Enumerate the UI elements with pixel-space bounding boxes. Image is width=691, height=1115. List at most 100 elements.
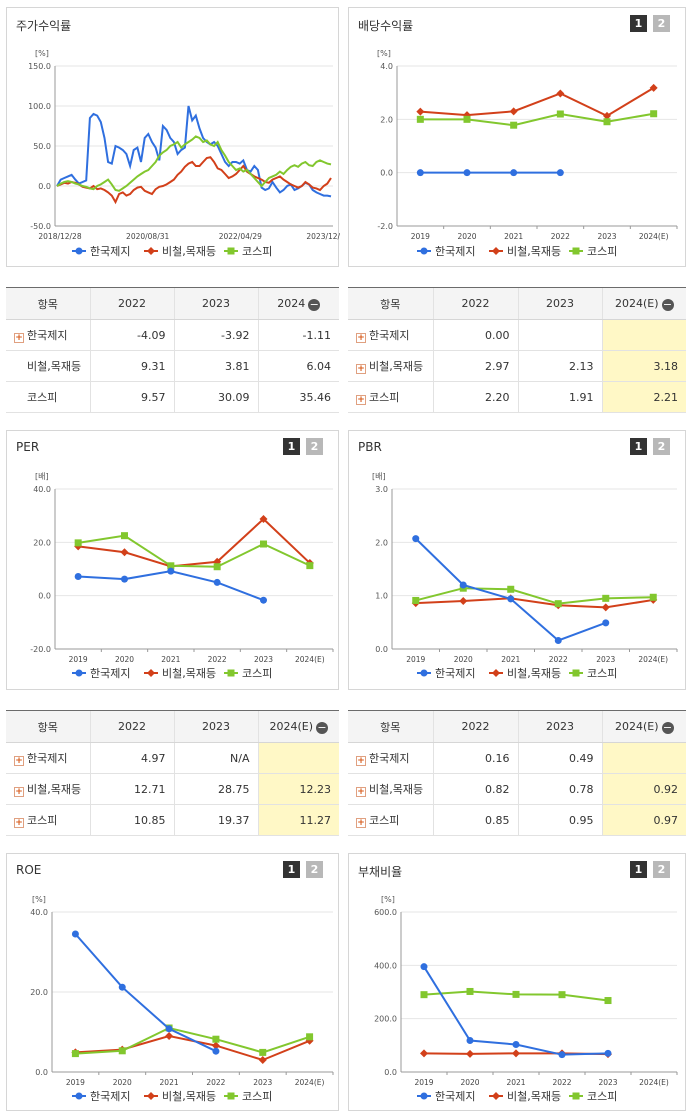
data-point [71, 930, 79, 938]
x-tick-label: 2024(E) [295, 1078, 325, 1087]
y-tick-label: 150.0 [28, 62, 51, 71]
collapse-icon[interactable]: − [661, 297, 674, 311]
per-table: 항목 2022 2023 2024(E) − + 한국제지 4.97 N/A + 비철… [6, 710, 339, 836]
expand-icon[interactable]: + [14, 333, 24, 343]
expand-icon[interactable]: + [356, 756, 366, 766]
x-tick-label: 2022 [206, 1078, 225, 1087]
table-cell: -3.92 [173, 319, 258, 351]
data-point [213, 578, 221, 586]
expand-icon[interactable]: + [356, 333, 366, 343]
data-point [556, 169, 564, 177]
data-point [459, 581, 467, 589]
x-tick-label: 2023 [596, 655, 615, 664]
table-cell: 0.78 [517, 773, 602, 805]
collapse-icon[interactable]: − [316, 720, 329, 734]
data-point [165, 1025, 173, 1033]
table-cell: 11.27 [257, 804, 339, 836]
row-label: + 비철,목재등 [348, 350, 433, 382]
y-tick-label: 200.0 [374, 1015, 397, 1024]
expand-icon[interactable]: + [356, 787, 366, 797]
legend-label: 비철,목재등 [507, 667, 561, 680]
legend-label: 코스피 [242, 245, 272, 258]
series-line [56, 135, 332, 192]
series-line [415, 587, 654, 605]
data-point [558, 1051, 566, 1059]
pbr-panel: PBR 1 2 [배] 3.0 2.0 1.0 0.0 2019 2020 2021 2022 2… [348, 430, 686, 690]
expand-icon[interactable]: + [14, 787, 24, 797]
data-point [420, 247, 428, 255]
data-point [420, 1092, 428, 1100]
data-point [227, 247, 235, 255]
data-point [556, 89, 565, 98]
x-tick-label: 2023 [597, 232, 616, 241]
table-row: + 코스피 2.20 1.91 2.21 [348, 381, 686, 413]
data-point [459, 597, 468, 605]
table-cell: 0.49 [517, 742, 602, 774]
page-1-button[interactable]: 1 [283, 438, 300, 455]
x-tick-label: 2021 [160, 1078, 179, 1087]
col-header: 2023 [173, 287, 258, 320]
page-2-button[interactable]: 2 [306, 438, 323, 455]
y-tick-label: 400.0 [374, 961, 397, 970]
expand-icon[interactable]: + [14, 756, 24, 766]
col-header: 항목 [6, 287, 90, 320]
legend-label: 비철,목재등 [162, 667, 216, 680]
page-1-button[interactable]: 1 [630, 438, 647, 455]
collapse-icon[interactable]: − [308, 297, 321, 311]
data-point [602, 619, 610, 627]
data-point [147, 1092, 155, 1100]
x-tick-label: 2024(E) [295, 655, 325, 664]
y-tick-label: -20.0 [30, 645, 51, 654]
table-cell: 9.31 [89, 350, 174, 382]
row-label: 코스피 [6, 381, 90, 413]
expand-icon[interactable]: + [14, 818, 24, 828]
col-header: 2022 [89, 287, 174, 320]
series-line [74, 933, 217, 1053]
page-2-button[interactable]: 2 [653, 15, 670, 32]
table-cell: 2.13 [517, 350, 602, 382]
table-cell: 9.57 [89, 381, 174, 413]
data-point [466, 1037, 474, 1045]
legend-label: 코스피 [587, 245, 617, 258]
page-1-button[interactable]: 1 [630, 15, 647, 32]
data-point [572, 1092, 580, 1100]
expand-icon[interactable]: + [356, 818, 366, 828]
row-label: + 코스피 [6, 804, 90, 836]
col-header-label: 2024(E) [269, 719, 314, 733]
legend-label: 비철,목재등 [507, 1090, 561, 1103]
data-point [649, 593, 657, 601]
axis-unit: [%] [381, 895, 395, 904]
data-point [420, 963, 428, 971]
x-tick-label: 2024(E) [639, 232, 669, 241]
page-2-button[interactable]: 2 [653, 861, 670, 878]
roe-panel: ROE 1 2 [%] 40.0 20.0 0.0 2019 2020 2021 2022 20… [6, 853, 339, 1111]
x-tick-label: 2023 [253, 1078, 272, 1087]
expand-icon[interactable]: + [356, 395, 366, 405]
x-tick-label: 2020 [113, 1078, 132, 1087]
series-line [415, 597, 654, 609]
page-1-button[interactable]: 1 [630, 861, 647, 878]
data-point [509, 107, 518, 116]
row-label: + 한국제지 [348, 319, 433, 351]
data-point [213, 563, 221, 571]
x-tick-label: 2022 [551, 232, 570, 241]
data-point [118, 1047, 126, 1055]
table-row: + 코스피 10.85 19.37 11.27 [6, 804, 339, 836]
collapse-icon[interactable]: − [661, 720, 674, 734]
col-header-label: 2024(E) [614, 719, 659, 733]
page-2-button[interactable]: 2 [653, 438, 670, 455]
data-point [258, 1056, 267, 1064]
row-label: + 한국제지 [348, 742, 433, 774]
debt-ratio-panel: 부채비율 1 2 [%] 600.0 400.0 200.0 0.0 2019 2020 20… [348, 853, 686, 1111]
y-tick-label: 4.0 [380, 62, 393, 71]
col-header: 2023 [173, 710, 258, 743]
x-tick-label: 2020 [460, 1078, 479, 1087]
page-1-button[interactable]: 1 [283, 861, 300, 878]
y-tick-label: 1.0 [375, 592, 388, 601]
expand-icon[interactable]: + [356, 364, 366, 374]
data-point [147, 247, 155, 255]
page-2-button[interactable]: 2 [306, 861, 323, 878]
data-point [512, 990, 520, 998]
axis-unit: [배] [372, 472, 386, 481]
legend-label: 비철,목재등 [162, 245, 216, 258]
